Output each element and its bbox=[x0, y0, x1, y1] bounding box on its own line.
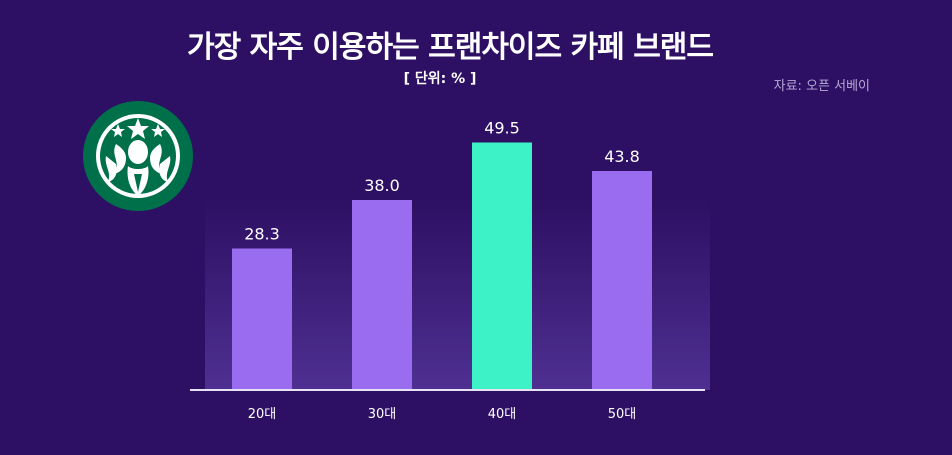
bar-20대 bbox=[232, 248, 292, 390]
siren-logo-icon bbox=[82, 100, 194, 212]
category-label: 40대 bbox=[488, 407, 517, 422]
chart-title: 가장 자주 이용하는 프랜차이즈 카페 브랜드 bbox=[186, 30, 714, 65]
category-label: 20대 bbox=[248, 407, 277, 422]
category-label: 30대 bbox=[368, 407, 397, 422]
bar-50대 bbox=[592, 171, 652, 390]
value-label: 38.0 bbox=[364, 176, 400, 195]
value-label: 49.5 bbox=[484, 119, 520, 138]
bar-30대 bbox=[352, 200, 412, 390]
source-label: 자료: 오픈 서베이 bbox=[773, 79, 870, 94]
value-label: 28.3 bbox=[244, 225, 280, 244]
unit-label: [ 단위: % ] bbox=[403, 71, 477, 87]
bar-40대 bbox=[472, 142, 532, 390]
category-label: 50대 bbox=[608, 407, 637, 422]
value-label: 43.8 bbox=[604, 147, 640, 166]
